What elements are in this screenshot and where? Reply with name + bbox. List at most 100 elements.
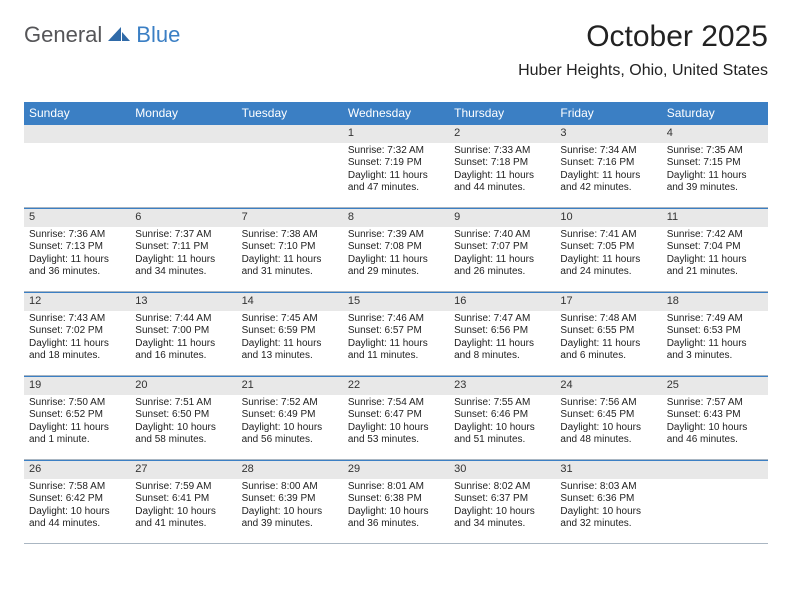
logo-text-general: General (24, 22, 102, 48)
sunset-line: Sunset: 7:10 PM (242, 241, 338, 254)
daylight-line: Daylight: 11 hours and 18 minutes. (29, 338, 125, 363)
day-details: Sunrise: 7:54 AMSunset: 6:47 PMDaylight:… (343, 395, 449, 451)
daylight-line: Daylight: 10 hours and 51 minutes. (454, 422, 550, 447)
sunrise-line: Sunrise: 7:51 AM (135, 397, 231, 410)
sunrise-line: Sunrise: 7:59 AM (135, 481, 231, 494)
calendar-header-cell: Sunday (24, 102, 130, 124)
day-number (24, 125, 130, 143)
calendar-day-cell: 17Sunrise: 7:48 AMSunset: 6:55 PMDayligh… (555, 293, 661, 375)
day-number: 19 (24, 377, 130, 395)
sunrise-line: Sunrise: 7:39 AM (348, 229, 444, 242)
calendar-day-cell: 12Sunrise: 7:43 AMSunset: 7:02 PMDayligh… (24, 293, 130, 375)
logo-text-blue: Blue (136, 22, 180, 48)
logo-sail-icon (108, 24, 130, 47)
sunset-line: Sunset: 7:07 PM (454, 241, 550, 254)
logo: General Blue (24, 22, 180, 48)
calendar-day-cell: 26Sunrise: 7:58 AMSunset: 6:42 PMDayligh… (24, 461, 130, 543)
sunrise-line: Sunrise: 8:02 AM (454, 481, 550, 494)
daylight-line: Daylight: 10 hours and 53 minutes. (348, 422, 444, 447)
day-number: 14 (237, 293, 343, 311)
calendar-day-cell: 14Sunrise: 7:45 AMSunset: 6:59 PMDayligh… (237, 293, 343, 375)
sunrise-line: Sunrise: 7:55 AM (454, 397, 550, 410)
calendar-day-cell (662, 461, 768, 543)
day-details: Sunrise: 7:52 AMSunset: 6:49 PMDaylight:… (237, 395, 343, 451)
calendar-day-cell: 6Sunrise: 7:37 AMSunset: 7:11 PMDaylight… (130, 209, 236, 291)
calendar-day-cell: 27Sunrise: 7:59 AMSunset: 6:41 PMDayligh… (130, 461, 236, 543)
day-details: Sunrise: 7:55 AMSunset: 6:46 PMDaylight:… (449, 395, 555, 451)
day-number: 20 (130, 377, 236, 395)
daylight-line: Daylight: 11 hours and 31 minutes. (242, 254, 338, 279)
day-number (130, 125, 236, 143)
day-number: 5 (24, 209, 130, 227)
sunset-line: Sunset: 6:47 PM (348, 409, 444, 422)
day-number: 24 (555, 377, 661, 395)
daylight-line: Daylight: 11 hours and 47 minutes. (348, 170, 444, 195)
calendar-week-row: 12Sunrise: 7:43 AMSunset: 7:02 PMDayligh… (24, 292, 768, 376)
daylight-line: Daylight: 11 hours and 39 minutes. (667, 170, 763, 195)
calendar-day-cell: 10Sunrise: 7:41 AMSunset: 7:05 PMDayligh… (555, 209, 661, 291)
sunrise-line: Sunrise: 7:37 AM (135, 229, 231, 242)
sunset-line: Sunset: 6:36 PM (560, 493, 656, 506)
sunset-line: Sunset: 6:41 PM (135, 493, 231, 506)
day-details: Sunrise: 8:00 AMSunset: 6:39 PMDaylight:… (237, 479, 343, 535)
sunrise-line: Sunrise: 7:50 AM (29, 397, 125, 410)
day-number: 31 (555, 461, 661, 479)
day-details: Sunrise: 7:59 AMSunset: 6:41 PMDaylight:… (130, 479, 236, 535)
day-details: Sunrise: 7:34 AMSunset: 7:16 PMDaylight:… (555, 143, 661, 199)
day-number (237, 125, 343, 143)
calendar-day-cell: 23Sunrise: 7:55 AMSunset: 6:46 PMDayligh… (449, 377, 555, 459)
sunrise-line: Sunrise: 7:40 AM (454, 229, 550, 242)
sunset-line: Sunset: 7:00 PM (135, 325, 231, 338)
sunset-line: Sunset: 6:59 PM (242, 325, 338, 338)
daylight-line: Daylight: 10 hours and 44 minutes. (29, 506, 125, 531)
day-details: Sunrise: 8:03 AMSunset: 6:36 PMDaylight:… (555, 479, 661, 535)
sunrise-line: Sunrise: 7:45 AM (242, 313, 338, 326)
sunset-line: Sunset: 6:45 PM (560, 409, 656, 422)
day-number: 8 (343, 209, 449, 227)
sunset-line: Sunset: 6:50 PM (135, 409, 231, 422)
day-details: Sunrise: 7:40 AMSunset: 7:07 PMDaylight:… (449, 227, 555, 283)
calendar-day-cell: 5Sunrise: 7:36 AMSunset: 7:13 PMDaylight… (24, 209, 130, 291)
daylight-line: Daylight: 10 hours and 32 minutes. (560, 506, 656, 531)
sunset-line: Sunset: 6:46 PM (454, 409, 550, 422)
sunrise-line: Sunrise: 7:47 AM (454, 313, 550, 326)
day-details: Sunrise: 7:36 AMSunset: 7:13 PMDaylight:… (24, 227, 130, 283)
daylight-line: Daylight: 11 hours and 24 minutes. (560, 254, 656, 279)
sunset-line: Sunset: 7:15 PM (667, 157, 763, 170)
calendar-header-cell: Friday (555, 102, 661, 124)
calendar-day-cell: 4Sunrise: 7:35 AMSunset: 7:15 PMDaylight… (662, 125, 768, 207)
daylight-line: Daylight: 11 hours and 1 minute. (29, 422, 125, 447)
calendar-day-cell: 1Sunrise: 7:32 AMSunset: 7:19 PMDaylight… (343, 125, 449, 207)
day-details: Sunrise: 7:42 AMSunset: 7:04 PMDaylight:… (662, 227, 768, 283)
calendar-day-cell (24, 125, 130, 207)
sunrise-line: Sunrise: 7:32 AM (348, 145, 444, 158)
sunset-line: Sunset: 6:38 PM (348, 493, 444, 506)
sunset-line: Sunset: 7:16 PM (560, 157, 656, 170)
calendar-day-cell: 19Sunrise: 7:50 AMSunset: 6:52 PMDayligh… (24, 377, 130, 459)
day-details: Sunrise: 7:35 AMSunset: 7:15 PMDaylight:… (662, 143, 768, 199)
sunrise-line: Sunrise: 7:52 AM (242, 397, 338, 410)
sunrise-line: Sunrise: 7:46 AM (348, 313, 444, 326)
day-number: 3 (555, 125, 661, 143)
daylight-line: Daylight: 11 hours and 42 minutes. (560, 170, 656, 195)
day-details: Sunrise: 7:33 AMSunset: 7:18 PMDaylight:… (449, 143, 555, 199)
day-details: Sunrise: 7:49 AMSunset: 6:53 PMDaylight:… (662, 311, 768, 367)
sunrise-line: Sunrise: 8:01 AM (348, 481, 444, 494)
sunset-line: Sunset: 6:43 PM (667, 409, 763, 422)
day-details: Sunrise: 8:02 AMSunset: 6:37 PMDaylight:… (449, 479, 555, 535)
day-details: Sunrise: 7:37 AMSunset: 7:11 PMDaylight:… (130, 227, 236, 283)
day-number: 11 (662, 209, 768, 227)
sunset-line: Sunset: 6:56 PM (454, 325, 550, 338)
day-number: 2 (449, 125, 555, 143)
day-details: Sunrise: 7:44 AMSunset: 7:00 PMDaylight:… (130, 311, 236, 367)
day-details: Sunrise: 7:32 AMSunset: 7:19 PMDaylight:… (343, 143, 449, 199)
day-number: 28 (237, 461, 343, 479)
day-number: 18 (662, 293, 768, 311)
day-number: 27 (130, 461, 236, 479)
daylight-line: Daylight: 11 hours and 3 minutes. (667, 338, 763, 363)
day-details: Sunrise: 7:50 AMSunset: 6:52 PMDaylight:… (24, 395, 130, 451)
sunset-line: Sunset: 6:57 PM (348, 325, 444, 338)
calendar-day-cell: 24Sunrise: 7:56 AMSunset: 6:45 PMDayligh… (555, 377, 661, 459)
calendar-day-cell: 18Sunrise: 7:49 AMSunset: 6:53 PMDayligh… (662, 293, 768, 375)
day-number: 4 (662, 125, 768, 143)
